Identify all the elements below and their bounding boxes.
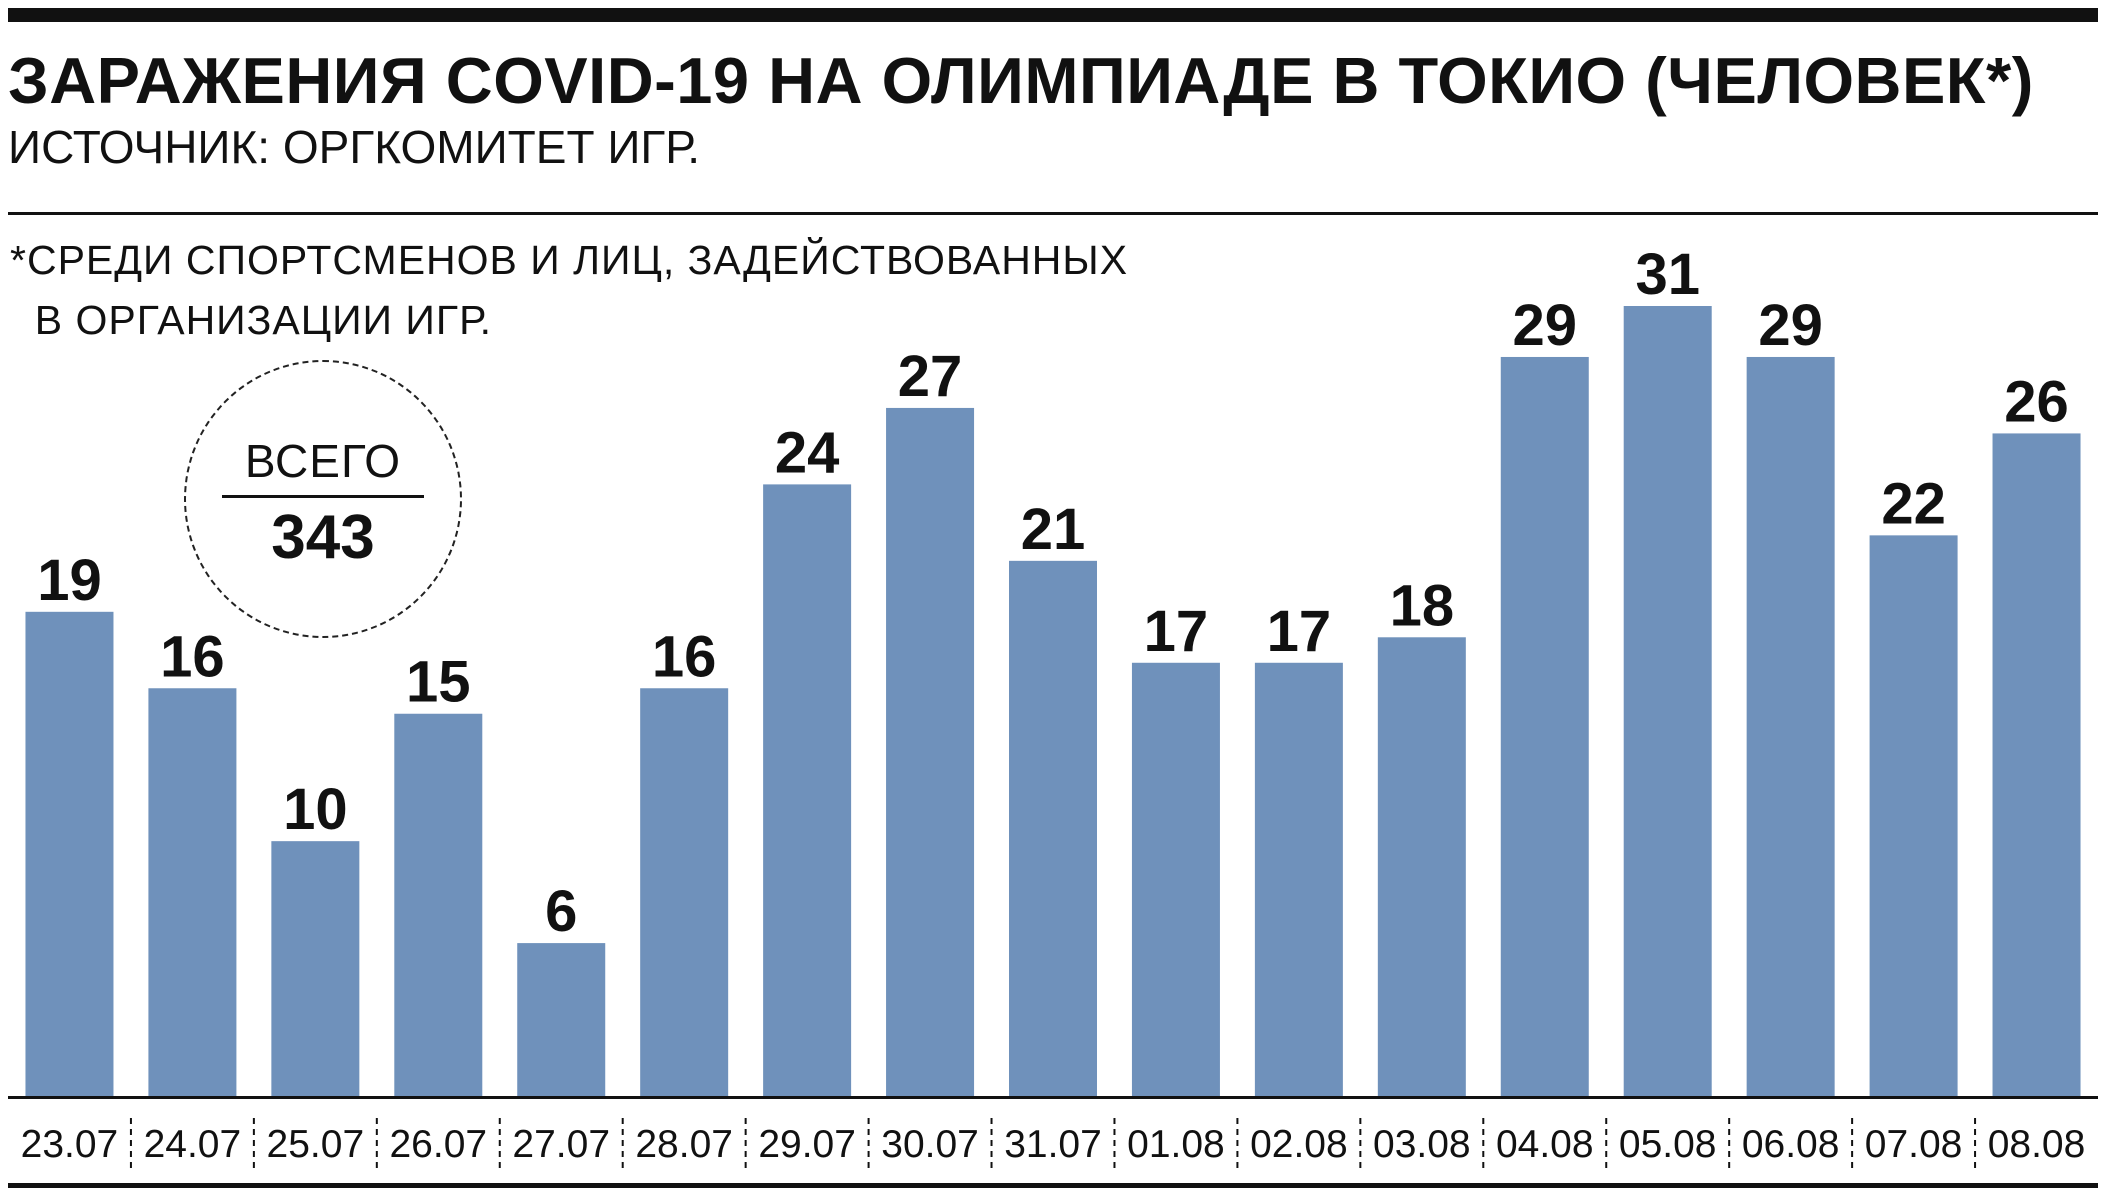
data-label: 27 [898, 344, 963, 409]
top-rule [8, 8, 2098, 22]
data-label: 24 [775, 420, 840, 485]
bar [1377, 637, 1466, 1096]
x-tick-label: 01.08 [1127, 1123, 1225, 1166]
data-label: 15 [406, 650, 471, 715]
bar [1131, 662, 1220, 1096]
data-label: 29 [1513, 293, 1578, 358]
x-tick-label: 04.08 [1496, 1123, 1594, 1166]
x-tick-label: 31.07 [1004, 1123, 1102, 1166]
bar [1500, 356, 1589, 1096]
bar [1869, 535, 1958, 1096]
x-tick-label: 02.08 [1250, 1123, 1348, 1166]
data-label: 17 [1144, 599, 1209, 664]
x-tick-label: 26.07 [389, 1123, 487, 1166]
bar [1992, 433, 2081, 1097]
data-label: 31 [1635, 242, 1700, 307]
x-tick-label: 03.08 [1373, 1123, 1471, 1166]
bar [517, 943, 606, 1096]
data-label: 16 [160, 624, 225, 689]
bar [148, 688, 237, 1096]
header-divider [8, 212, 2098, 215]
total-divider [222, 495, 424, 498]
total-circle [184, 360, 462, 638]
bar [640, 688, 729, 1096]
data-label: 21 [1021, 497, 1086, 562]
x-tick-label: 24.07 [144, 1123, 242, 1166]
x-tick-label: 06.08 [1742, 1123, 1840, 1166]
data-label: 16 [652, 624, 717, 689]
chart-title: ЗАРАЖЕНИЯ COVID-19 НА ОЛИМПИАДЕ В ТОКИО … [8, 44, 2034, 117]
bar [1254, 662, 1343, 1096]
source-note: ИСТОЧНИК: ОРГКОМИТЕТ ИГР. [8, 121, 701, 173]
footnote: *СРЕДИ СПОРТСМЕНОВ И ЛИЦ, ЗАДЕЙСТВОВАННЫ… [10, 237, 1129, 343]
bar [1746, 356, 1835, 1096]
total-label: ВСЕГО [244, 435, 402, 487]
bar [763, 484, 852, 1096]
x-tick-label: 30.07 [881, 1123, 979, 1166]
data-label: 22 [1881, 471, 1946, 536]
data-label: 18 [1390, 573, 1455, 638]
bar [271, 841, 360, 1096]
data-label: 6 [545, 879, 577, 944]
x-tick-label: 23.07 [21, 1123, 119, 1166]
data-label: 17 [1267, 599, 1332, 664]
data-label: 26 [2004, 369, 2069, 434]
x-tick-label: 28.07 [635, 1123, 733, 1166]
x-tick-label: 29.07 [758, 1123, 856, 1166]
bar [886, 407, 975, 1096]
bar [25, 611, 114, 1096]
data-label: 10 [283, 777, 348, 842]
x-tick-label: 05.08 [1619, 1123, 1717, 1166]
x-tick-label: 27.07 [512, 1123, 610, 1166]
data-label: 19 [37, 548, 102, 613]
bar [1623, 306, 1712, 1096]
data-label: 29 [1758, 293, 1823, 358]
x-tick-label: 25.07 [267, 1123, 365, 1166]
bar [394, 713, 483, 1096]
x-tick-label: 07.08 [1865, 1123, 1963, 1166]
bar [1009, 560, 1097, 1096]
bottom-rule [8, 1183, 2098, 1188]
x-tick-label: 08.08 [1988, 1123, 2086, 1166]
total-value: 343 [271, 503, 375, 572]
